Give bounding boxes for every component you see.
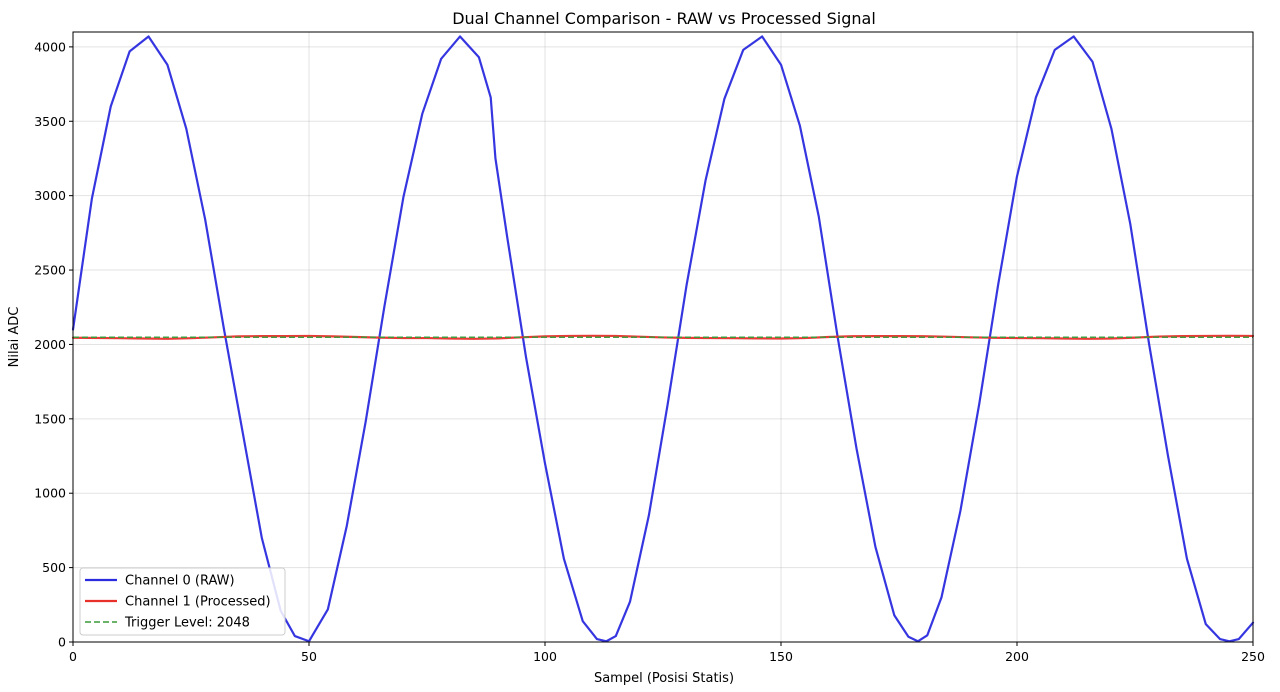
ticks-layer: 0 50 100 150 200 2500500100015002000250030003…	[34, 39, 1265, 664]
y-tick-label: 3000	[34, 188, 66, 203]
y-tick-label: 0	[58, 635, 66, 650]
x-tick-label: 250	[1241, 649, 1265, 664]
processed-signal-line	[71, 334, 1255, 340]
x-tick-label: 150	[769, 649, 793, 664]
y-tick-label: 1500	[34, 411, 66, 426]
y-tick-label: 1000	[34, 486, 66, 501]
y-tick-label: 3500	[34, 114, 66, 129]
x-tick-label: 0	[69, 649, 77, 664]
plot-frame	[72, 31, 1254, 643]
legend: Channel 0 (RAW) Channel 1 (Processed) Trig…	[79, 567, 286, 636]
legend-entry: Channel 0 (RAW)	[125, 574, 235, 589]
y-axis-label: Nilai ADC	[7, 307, 22, 368]
y-tick-label: 500	[42, 560, 66, 575]
plot-layer	[71, 35, 1255, 643]
raw-signal-line	[71, 35, 1255, 643]
y-tick-label: 2500	[34, 263, 66, 278]
x-tick-label: 100	[533, 649, 557, 664]
legend-box	[79, 567, 286, 636]
legend-entry: Channel 1 (Processed)	[125, 595, 271, 610]
x-tick-label: 200	[1005, 649, 1029, 664]
y-tick-label: 2000	[34, 337, 66, 352]
chart-title: Dual Channel Comparison - RAW vs Process…	[452, 9, 876, 28]
legend-entry: Trigger Level: 2048	[124, 616, 250, 631]
x-axis-label: Sampel (Posisi Statis)	[594, 671, 734, 686]
y-tick-label: 4000	[34, 39, 66, 54]
x-tick-label: 50	[301, 649, 317, 664]
